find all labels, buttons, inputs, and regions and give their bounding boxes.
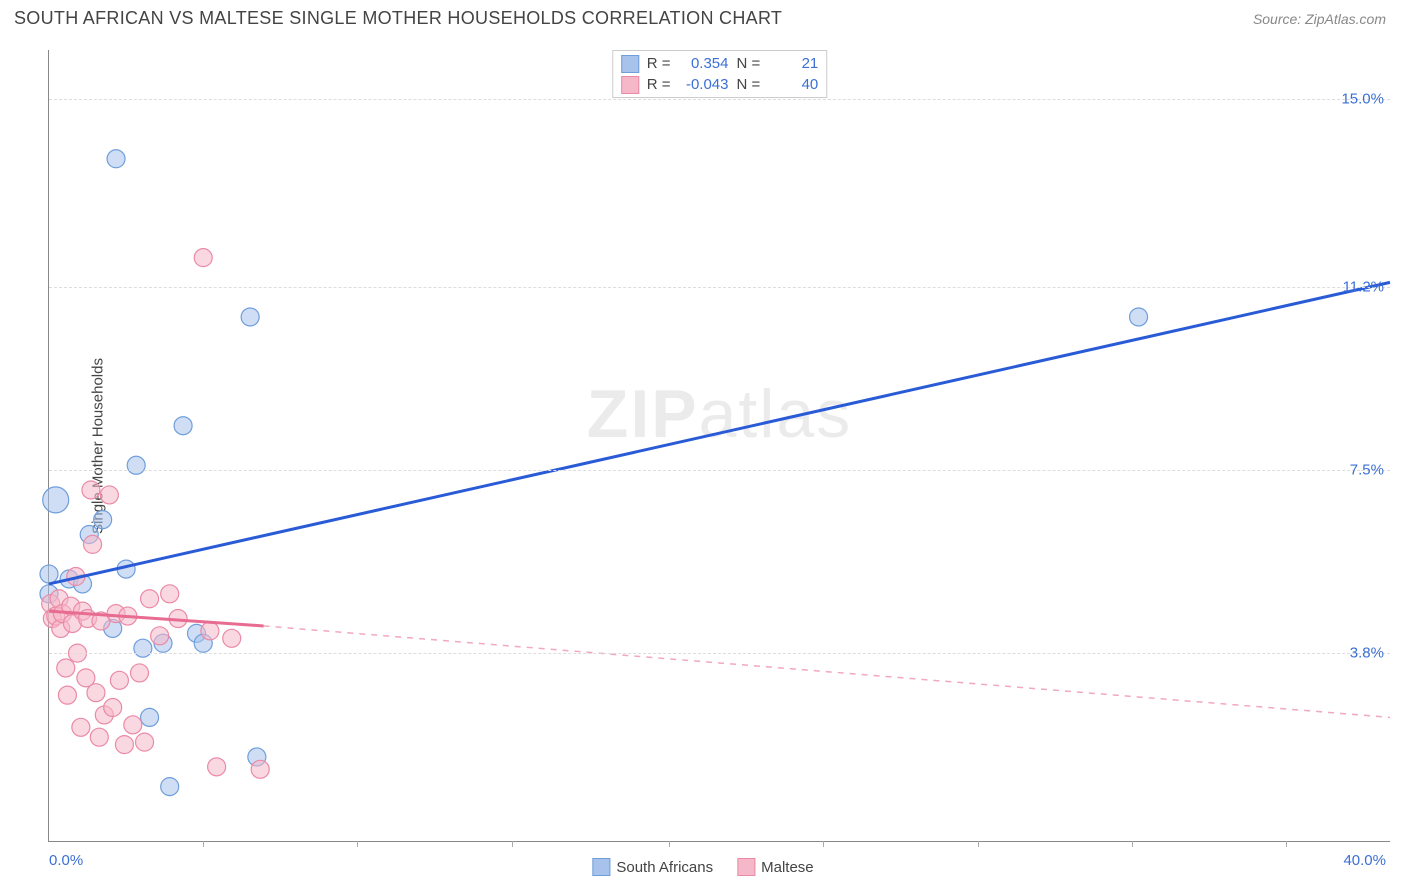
legend-item-maltese: Maltese (737, 858, 814, 876)
scatter-point-maltese (141, 590, 159, 608)
y-tick-label: 11.2% (1343, 279, 1384, 296)
scatter-point-maltese (110, 671, 128, 689)
chart-source: Source: ZipAtlas.com (1253, 11, 1386, 27)
scatter-point-maltese (151, 627, 169, 645)
scatter-point-maltese (84, 535, 102, 553)
trendline-south-africans (49, 282, 1390, 584)
x-axis-max-label: 40.0% (1343, 852, 1386, 869)
legend-label: South Africans (616, 859, 713, 876)
swatch-maltese (737, 858, 755, 876)
legend-series: South Africans Maltese (592, 858, 813, 876)
scatter-point-south_africans (141, 708, 159, 726)
x-tick (1286, 841, 1287, 847)
scatter-point-maltese (223, 629, 241, 647)
scatter-point-south_africans (1130, 308, 1148, 326)
scatter-point-maltese (58, 686, 76, 704)
x-tick (823, 841, 824, 847)
y-tick-label: 3.8% (1350, 645, 1384, 662)
scatter-point-maltese (161, 585, 179, 603)
x-tick (978, 841, 979, 847)
scatter-svg (49, 50, 1390, 841)
scatter-point-south_africans (94, 511, 112, 529)
scatter-point-maltese (194, 249, 212, 267)
scatter-point-maltese (115, 736, 133, 754)
scatter-point-maltese (201, 622, 219, 640)
swatch-south-africans (592, 858, 610, 876)
scatter-point-maltese (72, 718, 90, 736)
scatter-point-maltese (104, 699, 122, 717)
scatter-point-maltese (90, 728, 108, 746)
x-tick (1132, 841, 1133, 847)
trendline-maltese-extrapolated (264, 626, 1390, 717)
y-tick-label: 7.5% (1350, 462, 1384, 479)
scatter-point-maltese (251, 760, 269, 778)
scatter-point-maltese (100, 486, 118, 504)
gridline (49, 470, 1390, 471)
legend-label: Maltese (761, 859, 814, 876)
gridline (49, 287, 1390, 288)
x-axis-min-label: 0.0% (49, 852, 83, 869)
scatter-point-maltese (131, 664, 149, 682)
scatter-point-south_africans (43, 487, 69, 513)
scatter-point-maltese (57, 659, 75, 677)
x-tick (357, 841, 358, 847)
scatter-point-south_africans (161, 778, 179, 796)
scatter-point-south_africans (127, 456, 145, 474)
scatter-point-south_africans (134, 639, 152, 657)
gridline (49, 99, 1390, 100)
scatter-point-maltese (208, 758, 226, 776)
scatter-point-south_africans (40, 565, 58, 583)
scatter-point-south_africans (107, 150, 125, 168)
chart-header: SOUTH AFRICAN VS MALTESE SINGLE MOTHER H… (0, 0, 1406, 33)
legend-item-south-africans: South Africans (592, 858, 713, 876)
chart-plot-area: ZIPatlas R = 0.354 N = 21 R = -0.043 N =… (48, 50, 1390, 842)
gridline (49, 653, 1390, 654)
scatter-point-south_africans (241, 308, 259, 326)
scatter-point-south_africans (174, 417, 192, 435)
x-tick (512, 841, 513, 847)
scatter-point-maltese (82, 481, 100, 499)
x-tick (203, 841, 204, 847)
scatter-point-maltese (136, 733, 154, 751)
scatter-point-maltese (87, 684, 105, 702)
scatter-point-maltese (124, 716, 142, 734)
chart-title: SOUTH AFRICAN VS MALTESE SINGLE MOTHER H… (14, 8, 782, 29)
y-tick-label: 15.0% (1341, 91, 1384, 108)
x-tick (669, 841, 670, 847)
